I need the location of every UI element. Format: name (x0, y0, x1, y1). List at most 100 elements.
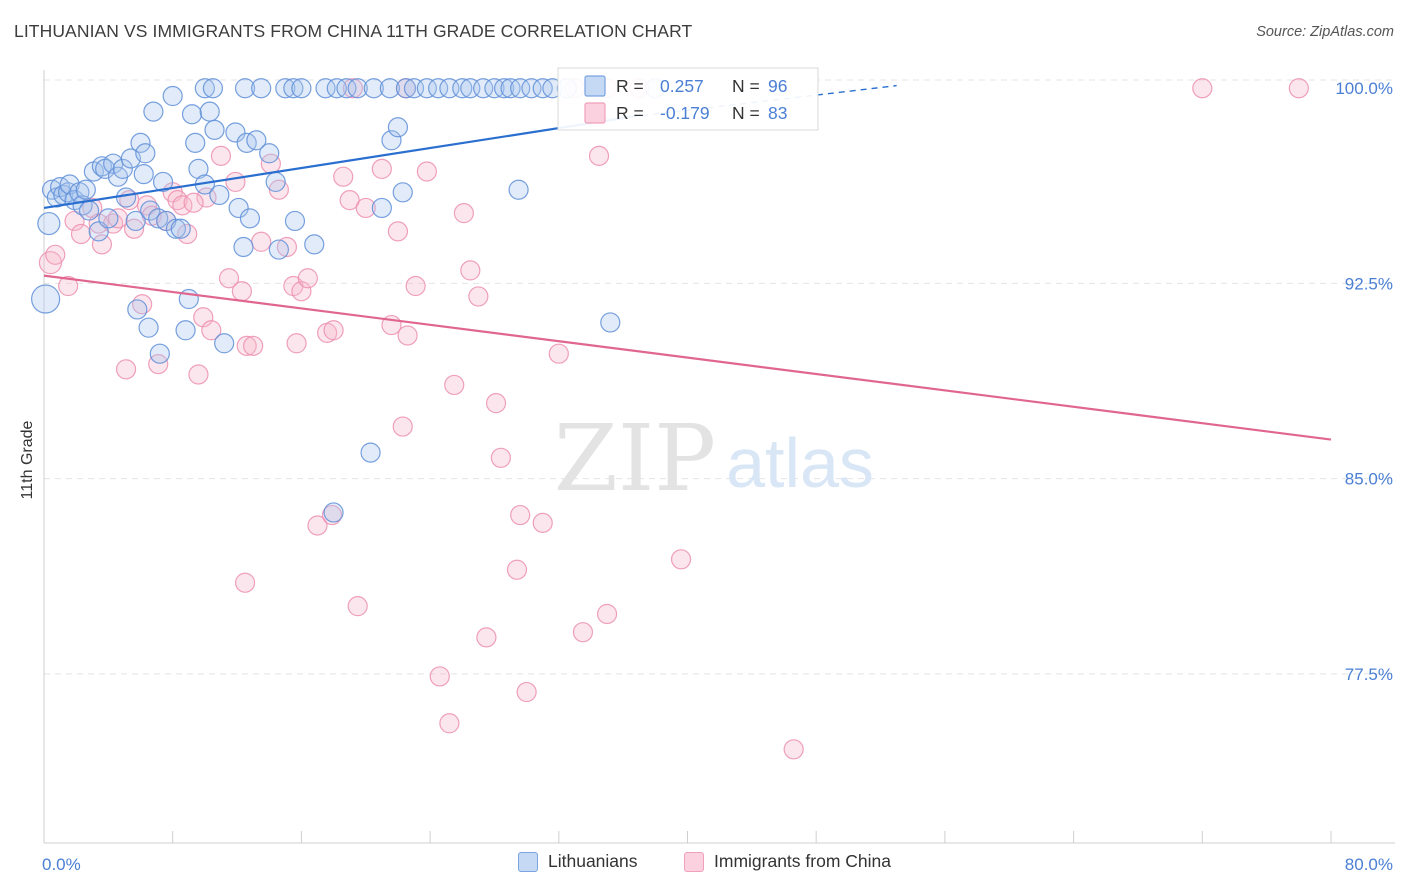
point-lithuanians (323, 502, 344, 523)
point-immigrants-from-china (510, 504, 531, 526)
point-lithuanians (152, 171, 174, 193)
point-immigrants-from-china (333, 166, 354, 187)
point-lithuanians (135, 143, 156, 164)
point-immigrants-from-china (201, 320, 222, 341)
point-lithuanians (246, 130, 267, 151)
point-lithuanians (304, 234, 325, 255)
point-lithuanians (214, 333, 235, 354)
point-immigrants-from-china (342, 78, 363, 99)
point-immigrants-from-china (183, 192, 204, 213)
point-lithuanians (315, 78, 336, 99)
point-immigrants-from-china (70, 223, 92, 245)
point-lithuanians (428, 78, 449, 99)
point-immigrants-from-china (307, 515, 328, 536)
point-lithuanians (291, 78, 312, 99)
point-lithuanians (452, 78, 473, 99)
point-immigrants-from-china (453, 203, 474, 224)
y-tick-label: 85.0% (1345, 470, 1393, 489)
point-lithuanians (473, 78, 494, 99)
legend-swatch-lithuanians (518, 851, 538, 872)
point-immigrants-from-china (439, 713, 460, 734)
point-immigrants-from-china (405, 275, 426, 297)
point-lithuanians (202, 78, 224, 99)
point-lithuanians (508, 179, 529, 200)
point-immigrants-from-china (392, 416, 413, 437)
point-lithuanians (336, 78, 357, 99)
point-lithuanians (360, 442, 381, 463)
source-label: Source: ZipAtlas.com (1256, 24, 1394, 40)
legend-swatch-immigrants-from-china (684, 851, 704, 872)
point-immigrants-from-china (218, 268, 240, 289)
point-immigrants-from-china (548, 343, 569, 364)
point-lithuanians (199, 101, 220, 122)
point-lithuanians (162, 85, 183, 107)
point-immigrants-from-china (387, 221, 409, 242)
point-immigrants-from-china (460, 260, 481, 281)
point-lithuanians (181, 104, 203, 125)
point-lithuanians (225, 122, 246, 143)
point-lithuanians (78, 200, 100, 221)
point-immigrants-from-china (1288, 78, 1309, 99)
point-lithuanians (143, 101, 164, 122)
point-immigrants-from-china (297, 268, 318, 289)
point-immigrants-from-china (286, 333, 307, 354)
point-lithuanians (98, 208, 119, 229)
point-lithuanians (228, 197, 249, 219)
legend-inset-r-label: R = (616, 103, 644, 123)
point-lithuanians (130, 132, 151, 153)
legend-item-immigrants-from-china[interactable]: Immigrants from China (684, 851, 891, 872)
point-immigrants-from-china (291, 281, 312, 302)
point-lithuanians (379, 78, 400, 99)
point-lithuanians (494, 78, 515, 99)
point-immigrants-from-china (468, 286, 489, 307)
point-lithuanians (284, 210, 306, 232)
legend-inset-r-label: R = (616, 76, 644, 96)
point-immigrants-from-china (444, 374, 465, 396)
point-lithuanians (251, 78, 272, 99)
point-immigrants-from-china (397, 325, 418, 346)
point-lithuanians (175, 320, 196, 341)
x-tick-label-min: 0.0% (42, 855, 81, 874)
trend-line-lithuanians (43, 115, 632, 210)
y-tick-label: 100.0% (1335, 79, 1393, 98)
point-lithuanians (275, 78, 296, 99)
point-immigrants-from-china (416, 161, 437, 182)
point-lithuanians (194, 78, 215, 99)
legend-inset-n-label: N = (732, 103, 760, 123)
trend-line-immigrants-from-china (43, 274, 1332, 441)
legend-label-immigrants-from-china: Immigrants from China (714, 851, 891, 871)
point-immigrants-from-china (596, 603, 618, 625)
point-immigrants-from-china (188, 364, 209, 385)
point-lithuanians (395, 78, 417, 99)
point-lithuanians (165, 218, 187, 239)
chart-title: LITHUANIAN VS IMMIGRANTS FROM CHINA 11TH… (14, 21, 693, 41)
point-lithuanians (510, 78, 531, 99)
point-lithuanians (133, 164, 154, 185)
y-tick-label: 77.5% (1345, 665, 1393, 684)
point-lithuanians (268, 239, 289, 260)
legend-inset-n-label: N = (732, 76, 760, 96)
point-immigrants-from-china (243, 335, 264, 356)
point-immigrants-from-china (234, 572, 256, 593)
point-immigrants-from-china (347, 596, 368, 617)
point-immigrants-from-china (506, 559, 528, 580)
legend-item-lithuanians[interactable]: Lithuanians (518, 851, 638, 872)
legend-inset-swatch (584, 102, 606, 124)
point-immigrants-from-china (371, 158, 392, 180)
point-lithuanians (148, 208, 169, 229)
point-immigrants-from-china (58, 275, 79, 297)
point-immigrants-from-china (588, 145, 610, 166)
point-lithuanians (149, 343, 170, 364)
point-immigrants-from-china (355, 197, 376, 219)
point-immigrants-from-china (783, 739, 804, 760)
point-lithuanians (31, 284, 61, 314)
point-lithuanians (138, 317, 159, 338)
point-immigrants-from-china (670, 549, 692, 570)
point-immigrants-from-china (532, 512, 553, 533)
point-immigrants-from-china (485, 393, 507, 414)
tick-labels: 77.5% 85.0% 92.5% 100.0% 0.0% 80.0% (42, 79, 1393, 874)
point-immigrants-from-china (231, 281, 252, 302)
point-lithuanians (600, 312, 621, 333)
point-lithuanians (125, 210, 146, 232)
legend-inset-swatch (584, 75, 606, 97)
